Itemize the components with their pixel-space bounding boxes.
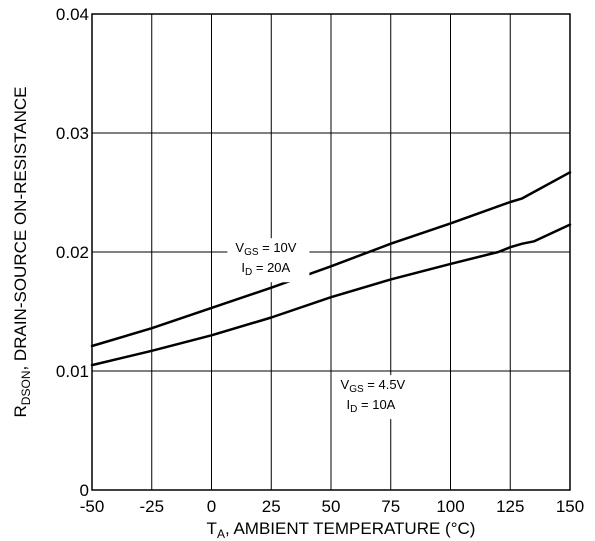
x-tick-label: 25 [262,497,281,516]
x-tick-label: 75 [381,497,400,516]
x-axis-title-main: T [207,519,217,538]
x-axis-title-sub: A [217,527,225,541]
x-tick-label: 125 [496,497,524,516]
x-tick-label: 100 [436,497,464,516]
x-tick-label: 150 [556,497,584,516]
x-tick-label: 50 [322,497,341,516]
y-axis-title: RDSON, DRAIN-SOURCE ON-RESISTANCE [11,87,33,418]
x-axis-title: TA, AMBIENT TEMPERATURE (°C) [207,519,476,541]
y-tick-label: 0.02 [56,243,89,262]
y-tick-label: 0.04 [56,5,89,24]
y-tick-labels: 0 0.01 0.02 0.03 0.04 [56,5,89,500]
x-tick-label: 0 [207,497,216,516]
x-axis-title-rest: , AMBIENT TEMPERATURE (°C) [225,519,476,538]
y-axis-title-rest: , DRAIN-SOURCE ON-RESISTANCE [11,87,30,371]
y-axis-title-sub: DSON [19,371,33,406]
y-tick-label: 0.03 [56,124,89,143]
x-tick-label: -25 [139,497,164,516]
x-tick-labels: -50 -25 0 25 50 75 100 125 150 [80,497,584,516]
y-tick-label: 0.01 [56,362,89,381]
y-tick-label: 0 [80,481,89,500]
y-axis-title-main: R [11,405,30,417]
